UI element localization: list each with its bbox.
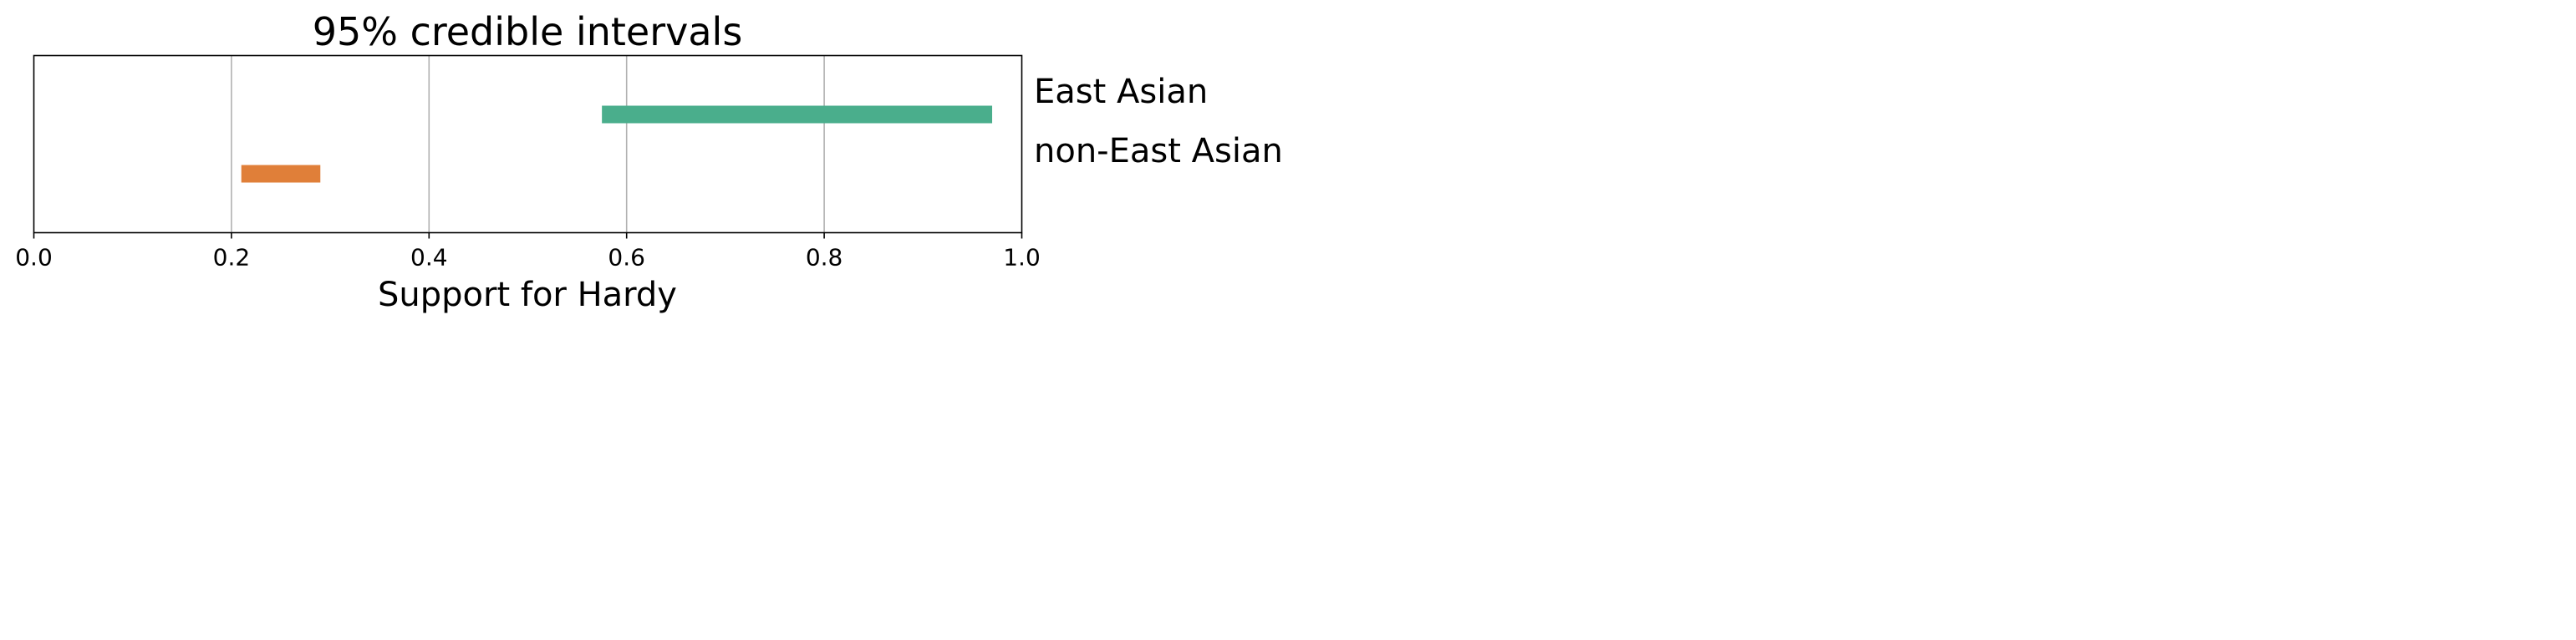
interval-bar [241, 165, 321, 183]
interval-chart: 95% credible intervals 0.0 0.2 0.4 0.6 0.8 1.… [15, 9, 1283, 314]
series-label: non-East Asian [1034, 132, 1283, 170]
series-label: East Asian [1034, 73, 1208, 111]
x-tick-label: 0.0 [15, 244, 53, 272]
x-tick-label: 0.6 [608, 244, 645, 272]
x-tick-label: 1.0 [1003, 244, 1041, 272]
x-tick-label: 0.8 [806, 244, 843, 272]
row-labels: East Asian non-East Asian [1034, 73, 1283, 170]
x-axis-ticks: 0.0 0.2 0.4 0.6 0.8 1.0 [15, 232, 1041, 272]
x-tick-label: 0.2 [213, 244, 251, 272]
x-axis-label: Support for Hardy [378, 276, 677, 314]
x-tick-label: 0.4 [410, 244, 448, 272]
chart-title: 95% credible intervals [313, 9, 743, 54]
chart-root: 95% credible intervals 0.0 0.2 0.4 0.6 0.8 1.… [0, 0, 1288, 320]
interval-bars [241, 105, 993, 183]
interval-bar [602, 105, 993, 124]
plot-frame [33, 54, 1023, 234]
grid-lines [231, 55, 825, 233]
